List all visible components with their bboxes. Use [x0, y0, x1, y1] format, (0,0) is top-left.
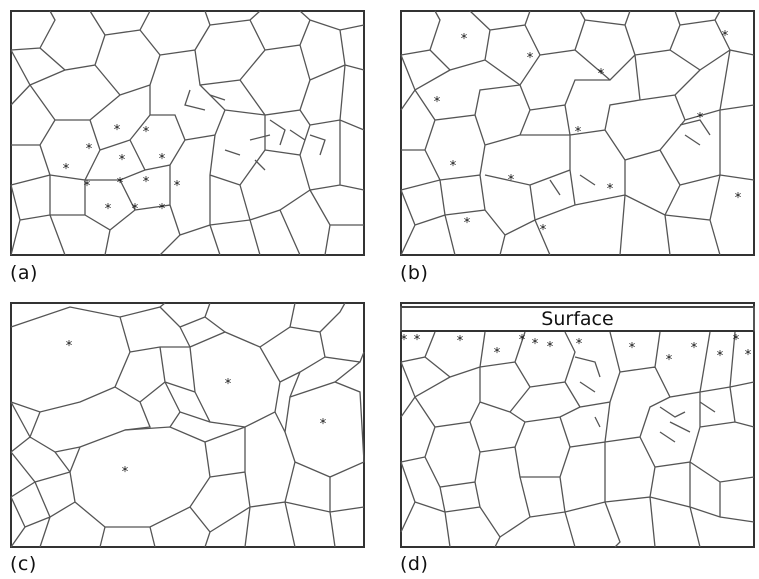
svg-text:*: * — [174, 179, 181, 194]
svg-text:*: * — [494, 346, 501, 361]
svg-text:*: * — [733, 333, 740, 348]
svg-text:*: * — [722, 29, 729, 44]
svg-text:*: * — [84, 179, 91, 194]
panel-a-diagram: * * * * * * * * * * * * * — [10, 10, 365, 256]
svg-text:*: * — [576, 337, 583, 352]
panel-d: * * * * * * * * * * * * * * — [400, 302, 755, 548]
panel-a: * * * * * * * * * * * * * — [10, 10, 365, 256]
svg-text:*: * — [132, 202, 139, 217]
panel-d-diagram: * * * * * * * * * * * * * * — [400, 302, 755, 548]
svg-text:*: * — [697, 111, 704, 126]
svg-text:*: * — [143, 125, 150, 140]
caption-d: (d) — [400, 553, 429, 575]
svg-text:*: * — [598, 67, 605, 82]
svg-text:*: * — [666, 353, 673, 368]
svg-text:*: * — [519, 333, 526, 348]
svg-text:*: * — [461, 32, 468, 47]
svg-text:*: * — [735, 191, 742, 206]
svg-text:*: * — [575, 125, 582, 140]
svg-text:*: * — [547, 340, 554, 355]
nuclei-a: * * * * * * * * * * * * * — [63, 123, 181, 217]
svg-text:*: * — [63, 162, 70, 177]
svg-text:*: * — [532, 337, 539, 352]
svg-text:*: * — [540, 223, 547, 238]
caption-b: (b) — [400, 262, 429, 284]
svg-text:*: * — [457, 334, 464, 349]
svg-text:*: * — [464, 216, 471, 231]
svg-text:*: * — [691, 341, 698, 356]
svg-text:*: * — [143, 175, 150, 190]
svg-text:*: * — [401, 333, 408, 348]
nuclei-b: * * * * * * * * * * * * * — [434, 29, 742, 238]
svg-text:*: * — [225, 377, 232, 392]
svg-text:*: * — [159, 202, 166, 217]
panel-b: * * * * * * * * * * * * * — [400, 10, 755, 256]
svg-text:*: * — [119, 153, 126, 168]
surface-band — [400, 306, 755, 332]
svg-text:*: * — [86, 142, 93, 157]
svg-text:*: * — [527, 51, 534, 66]
svg-text:*: * — [717, 349, 724, 364]
nuclei-c: * * * * — [66, 339, 327, 480]
surface-label: Surface — [541, 308, 614, 330]
svg-text:*: * — [114, 123, 121, 138]
svg-text:*: * — [320, 417, 327, 432]
svg-text:*: * — [450, 159, 457, 174]
panel-b-diagram: * * * * * * * * * * * * * — [400, 10, 755, 256]
svg-text:*: * — [105, 202, 112, 217]
panel-c: * * * * — [10, 302, 365, 548]
panel-c-diagram: * * * * — [10, 302, 365, 548]
svg-text:*: * — [122, 465, 129, 480]
svg-text:*: * — [66, 339, 73, 354]
svg-text:*: * — [414, 333, 421, 348]
svg-text:*: * — [159, 152, 166, 167]
nuclei-d: * * * * * * * * * * * * * * — [401, 333, 752, 368]
caption-c: (c) — [10, 553, 37, 575]
svg-text:*: * — [434, 95, 441, 110]
svg-text:*: * — [607, 182, 614, 197]
caption-a: (a) — [10, 262, 38, 284]
svg-text:*: * — [508, 173, 515, 188]
svg-text:*: * — [745, 348, 752, 363]
svg-text:*: * — [117, 176, 124, 191]
svg-text:*: * — [629, 341, 636, 356]
